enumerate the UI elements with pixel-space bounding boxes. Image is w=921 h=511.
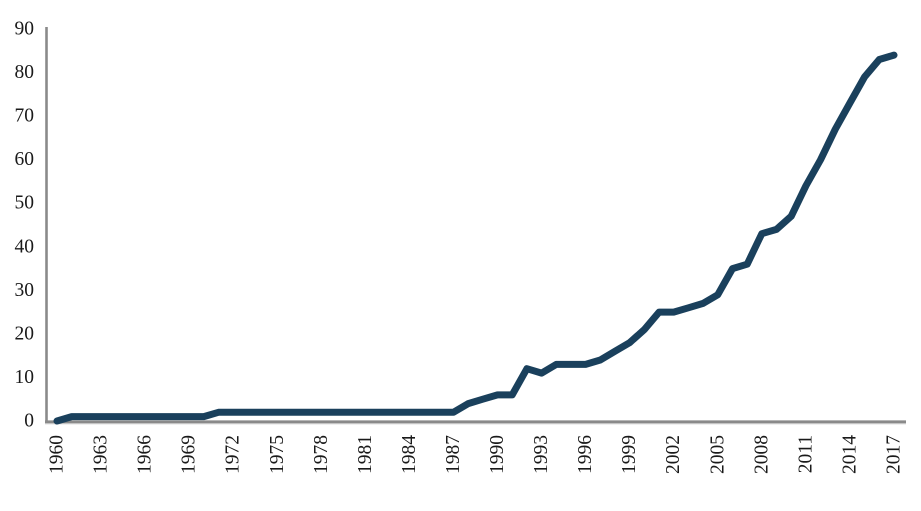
- x-tick-label: 1960: [47, 435, 68, 474]
- y-tick-label: 10: [15, 367, 35, 388]
- x-tick-label: 1972: [223, 435, 244, 474]
- x-tick-label: 1966: [135, 435, 156, 474]
- x-tick-label: 2005: [707, 435, 728, 474]
- y-tick-label: 90: [15, 19, 35, 40]
- y-tick-label: 30: [15, 280, 35, 301]
- x-tick-label: 1993: [531, 435, 552, 474]
- y-tick-label: 70: [15, 106, 35, 127]
- x-tick-label: 1987: [443, 435, 464, 474]
- y-tick-label: 60: [15, 149, 35, 170]
- x-tick-label: 1978: [311, 435, 332, 474]
- x-tick-label: 2017: [884, 435, 905, 474]
- x-tick-label: 1975: [267, 435, 288, 474]
- x-tick-label: 1969: [179, 435, 200, 474]
- y-tick-label: 20: [15, 323, 35, 344]
- x-tick-label: 1990: [487, 435, 508, 474]
- y-tick-label: 0: [24, 411, 34, 432]
- x-tick-label: 2011: [795, 435, 816, 473]
- x-tick-label: 1984: [399, 435, 420, 474]
- x-tick-label: 1996: [575, 435, 596, 474]
- y-tick-label: 80: [15, 62, 35, 83]
- x-tick-label: 2008: [751, 435, 772, 474]
- x-tick-label: 1981: [355, 435, 376, 474]
- y-tick-label: 50: [15, 193, 35, 214]
- series-line: [53, 51, 898, 425]
- x-tick-label: 1963: [91, 435, 112, 474]
- x-tick-label: 2014: [839, 435, 860, 474]
- x-tick-label: 2002: [663, 435, 684, 474]
- y-tick-label: 40: [15, 236, 35, 257]
- x-tick-label: 1999: [619, 435, 640, 474]
